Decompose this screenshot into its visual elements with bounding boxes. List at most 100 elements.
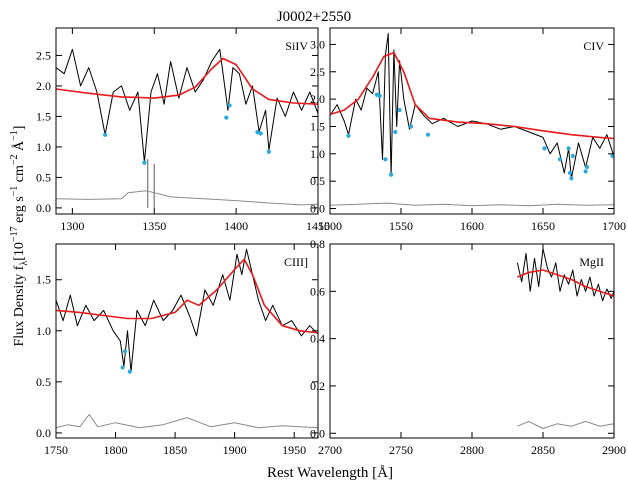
absorption-marker xyxy=(377,93,382,98)
x-tick-label: 1300 xyxy=(60,219,84,233)
absorption-marker xyxy=(566,146,571,151)
y-tick-label: 0.0 xyxy=(36,201,51,215)
fit-line xyxy=(330,51,614,140)
absorption-marker xyxy=(255,130,260,135)
y-label-mid: erg s xyxy=(12,196,27,226)
x-tick-label: 1800 xyxy=(104,443,128,457)
absorption-marker xyxy=(122,349,128,354)
fit-line xyxy=(56,258,318,334)
absorption-marker xyxy=(383,157,388,162)
y-tick-label: 0.2 xyxy=(310,379,325,393)
x-tick-label: 2800 xyxy=(460,443,484,457)
x-tick-label: 1900 xyxy=(223,443,247,457)
panel-line-label: CIII] xyxy=(284,255,308,269)
y-label-end: ] xyxy=(12,126,27,131)
x-axis-label: Rest Wavelength [Å] xyxy=(267,465,393,481)
absorption-marker xyxy=(224,115,229,120)
plot-area xyxy=(56,48,318,208)
error-line xyxy=(330,202,614,207)
y-tick-label: 0.6 xyxy=(310,284,325,298)
x-tick-label: 1650 xyxy=(531,219,555,233)
y-axis-label: Flux Density fλ[10−17 erg s−1 cm−2 Å−1] xyxy=(9,126,30,347)
x-tick-label: 2700 xyxy=(318,443,342,457)
x-tick-label: 1500 xyxy=(318,219,342,233)
absorption-marker xyxy=(142,160,147,165)
absorption-marker xyxy=(542,146,547,151)
flux-line xyxy=(56,48,318,163)
y-label-exp1: −17 xyxy=(9,226,20,242)
absorption-marker xyxy=(393,129,398,135)
y-label-main: Flux Density f xyxy=(12,265,27,346)
y-tick-label: 1.0 xyxy=(310,147,325,161)
x-tick-label: 1400 xyxy=(224,219,248,233)
y-tick-label: 0.4 xyxy=(310,332,325,346)
fit-line xyxy=(56,57,318,105)
error-line xyxy=(56,190,318,206)
y-tick-label: 1.0 xyxy=(36,324,51,338)
absorption-marker xyxy=(120,365,125,370)
y-label-ang: Å xyxy=(11,140,27,155)
y-tick-label: 2.0 xyxy=(310,92,325,106)
y-label-units: [10 xyxy=(12,242,27,261)
y-tick-label: 0.5 xyxy=(36,375,51,389)
y-tick-label: 0.5 xyxy=(310,174,325,188)
plot-area xyxy=(56,248,318,429)
x-axis-label-text: Rest Wavelength [Å] xyxy=(267,465,393,481)
x-tick-label: 1750 xyxy=(44,443,68,457)
panel-line-label: SiIV xyxy=(285,39,308,53)
y-tick-label: 2.0 xyxy=(36,79,51,93)
absorption-marker xyxy=(346,133,351,138)
y-tick-label: 0.0 xyxy=(36,426,51,440)
absorption-marker xyxy=(388,172,394,177)
y-tick-label: 3.0 xyxy=(310,37,325,51)
absorption-marker xyxy=(127,369,132,374)
absorption-marker xyxy=(569,176,574,181)
figure-title: J0002+2550 xyxy=(277,9,351,25)
y-tick-label: 2.5 xyxy=(310,65,325,79)
absorption-marker xyxy=(103,132,108,137)
x-tick-label: 1600 xyxy=(460,219,484,233)
x-tick-label: 2900 xyxy=(602,443,626,457)
absorption-marker xyxy=(570,153,575,159)
absorption-marker xyxy=(584,164,590,170)
absorption-marker xyxy=(397,107,402,113)
absorption-marker xyxy=(258,131,263,136)
y-label-cm: cm xyxy=(12,165,27,186)
y-tick-label: 1.5 xyxy=(310,119,325,133)
x-tick-label: 1700 xyxy=(602,219,626,233)
y-tick-label: 1.5 xyxy=(36,273,51,287)
y-tick-label: 0.8 xyxy=(310,237,325,251)
y-tick-label: 1.0 xyxy=(36,140,51,154)
absorption-marker xyxy=(583,169,588,174)
panel-line-label: MgII xyxy=(579,255,604,269)
y-tick-label: 0.0 xyxy=(310,426,325,440)
x-tick-label: 2750 xyxy=(389,443,413,457)
y-tick-label: 1.5 xyxy=(36,109,51,123)
y-tick-label: 0.5 xyxy=(36,170,51,184)
panel-frame xyxy=(55,27,319,215)
absorption-marker xyxy=(557,157,563,162)
plot-area xyxy=(330,33,614,207)
x-tick-label: 1950 xyxy=(282,443,306,457)
flux-line xyxy=(56,248,318,373)
x-tick-label: 1350 xyxy=(142,219,166,233)
absorption-marker xyxy=(425,132,431,137)
x-tick-label: 1550 xyxy=(389,219,413,233)
y-tick-label: 0.0 xyxy=(310,202,325,216)
panel-line-label: CIV xyxy=(583,39,604,53)
absorption-marker xyxy=(610,153,614,159)
error-line xyxy=(517,420,614,429)
x-tick-label: 2850 xyxy=(531,443,555,457)
x-tick-label: 1450 xyxy=(306,219,330,233)
panel-civ: 1500 1550 1600 1650 1700 0.0 0.5 1.0 1.5 2.0 2.5 3.… xyxy=(310,27,626,233)
y-label-exp4: −1 xyxy=(9,130,20,141)
y-label-exp2: −1 xyxy=(9,186,20,197)
fit-line xyxy=(517,269,614,297)
panel-ciii: 1750 1800 1850 1900 1950 0.0 0.5 1.0 1.5 CIII] xyxy=(36,243,319,457)
y-label-exp3: −2 xyxy=(9,154,20,165)
flux-line xyxy=(330,33,614,179)
flux-line xyxy=(516,248,614,302)
panel-frame xyxy=(55,243,319,439)
error-line xyxy=(56,414,318,429)
